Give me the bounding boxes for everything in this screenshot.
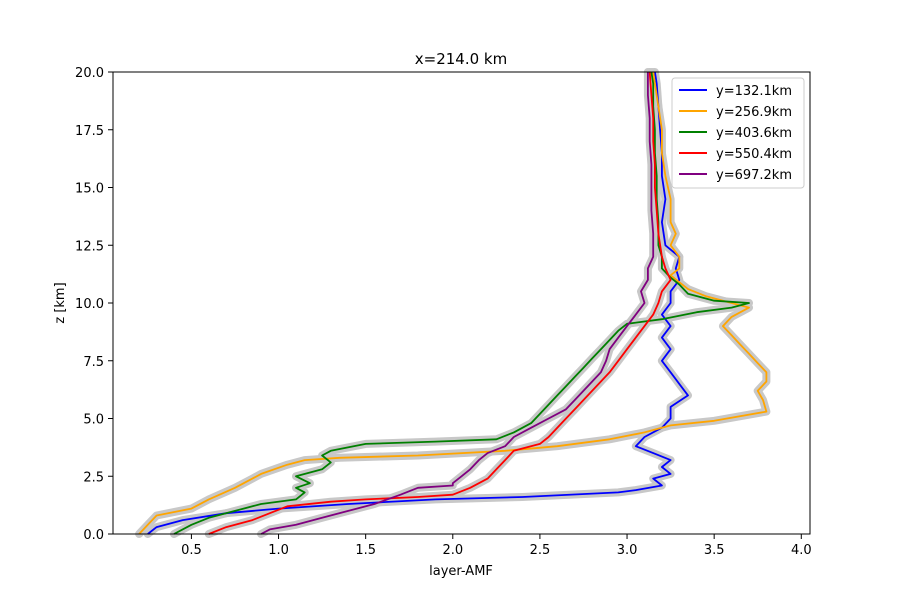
series-line-1 <box>147 71 689 535</box>
legend-label-4: y=550.4km <box>716 147 792 162</box>
series-line-5 <box>260 72 655 535</box>
legend: y=132.1km y=256.9km y=403.6km y=550.4km y=69… <box>671 77 805 189</box>
y-tick-label: 5.0 <box>83 413 104 428</box>
chart-title: x=214.0 km <box>415 50 507 68</box>
series-line-2 <box>138 71 768 535</box>
y-axis-ticks: 0.0 2.5 5.0 7.5 10.0 12.5 15.0 17.5 20.0 <box>75 66 113 543</box>
x-tick-label: 1.0 <box>268 543 289 558</box>
y-tick-label: 10.0 <box>75 297 104 312</box>
x-axis-ticks: 0.5 1.0 1.5 2.0 2.5 3.0 3.5 4.0 <box>181 534 812 558</box>
x-tick-label: 3.0 <box>617 543 638 558</box>
legend-box <box>671 77 805 189</box>
x-tick-label: 2.5 <box>530 543 551 558</box>
y-tick-label: 0.0 <box>83 528 104 543</box>
series-line-3 <box>173 71 750 535</box>
x-tick-label: 4.0 <box>791 543 812 558</box>
x-tick-label: 1.5 <box>355 543 376 558</box>
y-tick-label: 12.5 <box>75 239 104 254</box>
x-axis-label: layer-AMF <box>429 564 493 579</box>
x-tick-label: 2.0 <box>442 543 463 558</box>
legend-label-2: y=256.9km <box>716 105 792 120</box>
y-tick-label: 2.5 <box>83 470 104 485</box>
x-tick-label: 3.5 <box>704 543 725 558</box>
y-tick-label: 20.0 <box>75 66 104 81</box>
series-line-4 <box>208 71 672 535</box>
y-tick-label: 7.5 <box>83 355 104 370</box>
x-tick-label: 0.5 <box>181 543 202 558</box>
y-tick-label: 15.0 <box>75 182 104 197</box>
legend-label-1: y=132.1km <box>716 84 792 99</box>
series-lines <box>138 71 768 535</box>
y-tick-label: 17.5 <box>75 124 104 139</box>
y-axis-label: z [km] <box>53 282 68 323</box>
legend-label-5: y=697.2km <box>716 168 792 183</box>
legend-label-3: y=403.6km <box>716 126 792 141</box>
